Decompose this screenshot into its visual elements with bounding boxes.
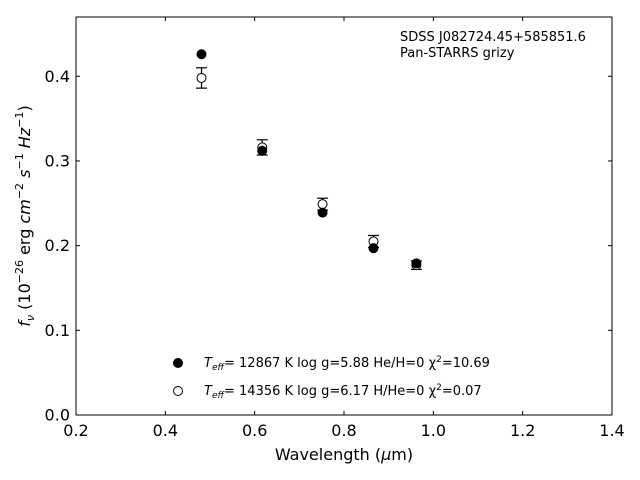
x-tick-label: 1.4	[599, 421, 624, 440]
observed-marker	[196, 72, 207, 83]
legend: Teff= 12867 K log g=5.88 He/H=0 χ2=10.69…	[173, 355, 490, 401]
model-point-r	[257, 145, 268, 156]
x-tick-label: 0.4	[153, 421, 178, 440]
y-axis-label: fν (10−26 erg cm−2 s−1 Hz−1)	[13, 105, 37, 326]
model-point-i	[317, 207, 328, 218]
legend-entry-2: Teff= 14356 K log g=6.17 H/He=0 χ2=0.07	[204, 383, 482, 401]
data-layer	[196, 49, 422, 271]
x-tick-label: 0.2	[63, 421, 88, 440]
x-tick-label: 0.8	[331, 421, 356, 440]
y-tick-label: 0.0	[45, 406, 70, 425]
x-tick-label: 0.6	[242, 421, 267, 440]
legend-marker-filled	[173, 358, 183, 368]
survey-annotation: Pan-STARRS grizy	[400, 46, 515, 61]
x-axis-label: Wavelength (μm)	[275, 445, 413, 464]
legend-entry-1: Teff= 12867 K log g=5.88 He/H=0 χ2=10.69	[204, 355, 490, 373]
legend-marker-open	[173, 386, 183, 396]
model-point-y	[411, 258, 422, 269]
observed-point-g	[196, 67, 208, 89]
y-tick-label: 0.4	[45, 67, 70, 86]
y-tick-label: 0.1	[45, 321, 70, 340]
x-tick-label: 1.0	[421, 421, 446, 440]
y-tick-label: 0.3	[45, 151, 70, 170]
object-name-annotation: SDSS J082724.45+585851.6	[400, 30, 586, 45]
model-point-z	[368, 243, 379, 254]
model-point-g	[196, 49, 207, 60]
axis-ticks: 0.2 0.4 0.6 0.8 1.0 1.2 1.4 0.0 0.1 0.2 0.3 0.4	[45, 17, 625, 440]
y-tick-label: 0.2	[45, 236, 70, 255]
observed-marker	[317, 199, 328, 210]
x-tick-label: 1.2	[510, 421, 535, 440]
